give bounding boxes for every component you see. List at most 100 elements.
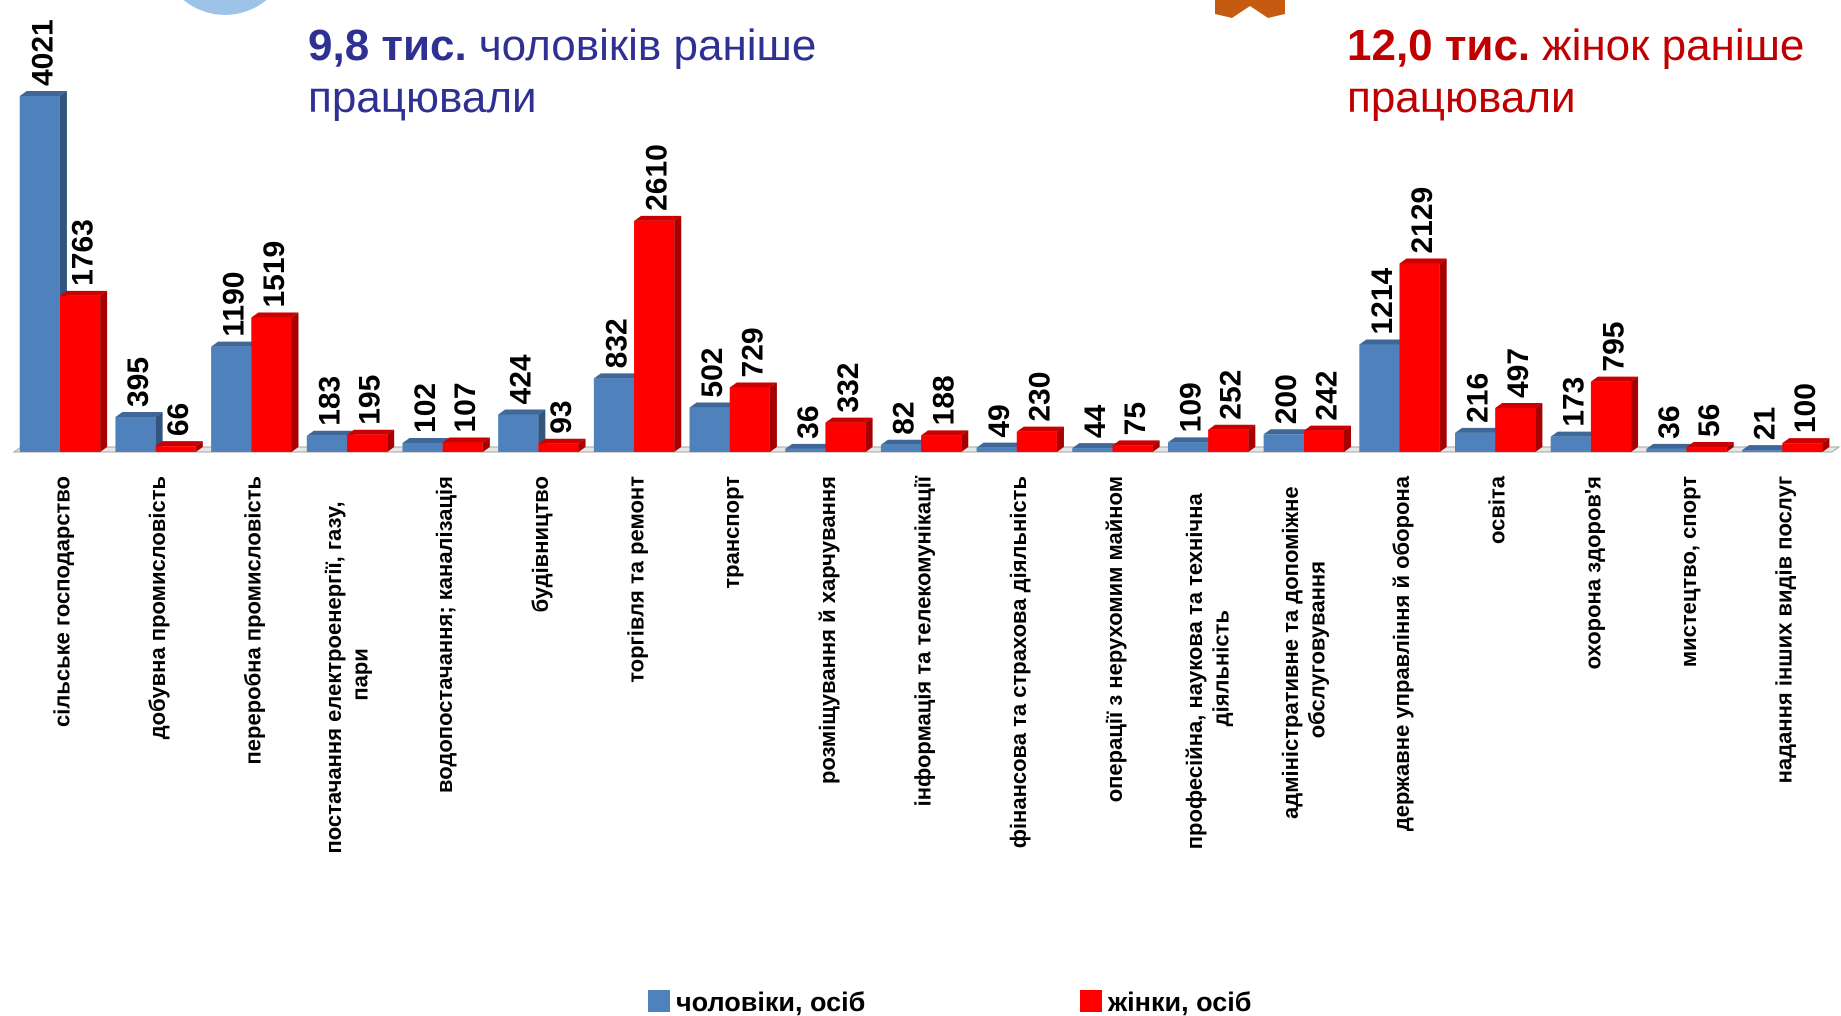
bar [306, 435, 347, 452]
x-tick-label: операції з нерухомим майном [1102, 476, 1127, 802]
x-tick-label: мистецтво, спорт [1676, 476, 1701, 667]
note-text: чоловіків раніше [479, 21, 817, 70]
value-label: 66 [162, 403, 195, 436]
x-tick-label: освіта [1485, 475, 1510, 544]
value-label: 729 [736, 327, 769, 377]
bar [1590, 381, 1632, 452]
bar-top [825, 417, 873, 423]
bar-top [634, 215, 682, 221]
value-label: 252 [1215, 370, 1248, 420]
bar [211, 346, 252, 452]
bar-top [59, 290, 108, 296]
x-tick-label: переробна промисловість [241, 476, 266, 765]
value-label: 795 [1597, 322, 1630, 372]
value-label: 1214 [1366, 267, 1399, 334]
bar [1208, 429, 1249, 452]
bar-top [306, 430, 354, 436]
bar-top [976, 442, 1024, 448]
x-tick-label-line: пари [347, 648, 372, 701]
legend-label: жінки, осіб [1107, 987, 1251, 1016]
value-label: 36 [792, 405, 825, 438]
bar-top [1167, 437, 1216, 443]
bar [402, 442, 443, 452]
bar-side [100, 290, 108, 452]
value-label: 102 [409, 383, 442, 433]
bar [1112, 445, 1153, 452]
male-icon [174, 0, 276, 21]
value-label: 21 [1749, 407, 1782, 440]
bar-top [1590, 376, 1639, 382]
note-bold: 9,8 тис. [308, 21, 467, 70]
bar-top [1742, 445, 1790, 451]
bar [689, 407, 730, 452]
bar-side [1248, 424, 1256, 452]
bar-top [1112, 440, 1160, 446]
bar-top [19, 91, 67, 96]
value-label: 332 [832, 363, 865, 413]
bar-side [1535, 402, 1543, 452]
value-label: 395 [122, 357, 155, 407]
bar [1646, 448, 1687, 452]
bar-top [211, 341, 259, 347]
value-label: 107 [449, 382, 482, 432]
bar-top [1263, 429, 1311, 435]
x-tick-label: сільське господарство [49, 476, 74, 727]
bar [785, 448, 826, 452]
bar-side [1822, 438, 1830, 452]
value-label: 424 [505, 354, 538, 404]
value-label: 230 [1023, 372, 1056, 422]
value-label: 216 [1462, 373, 1495, 423]
bar-top [1782, 438, 1830, 444]
value-label: 49 [983, 404, 1016, 437]
bar [1303, 430, 1345, 452]
bar [1455, 432, 1496, 452]
bar-side [291, 312, 299, 452]
bar-top [1686, 442, 1734, 448]
bar-side [578, 438, 586, 452]
bar [1359, 344, 1400, 452]
bar [1016, 431, 1057, 452]
value-label: 188 [928, 375, 961, 425]
value-label: 832 [600, 318, 633, 368]
bar-side [155, 412, 163, 452]
bar-side [1344, 425, 1352, 452]
x-tick-label-line: професійна, наукова та технічна [1182, 487, 1207, 849]
bar [729, 387, 770, 452]
value-label: 100 [1789, 383, 1822, 433]
bar-top [1359, 339, 1407, 345]
bar [59, 295, 101, 452]
bar [1742, 450, 1783, 452]
bar-top [1303, 425, 1352, 431]
legend-swatch [648, 990, 670, 1012]
note: 12,0 тис. жінок раніше [1347, 21, 1804, 70]
bar [346, 434, 388, 452]
bar-top [1646, 443, 1694, 449]
value-label: 1190 [218, 272, 251, 337]
bar-top [729, 382, 777, 388]
value-label: 2129 [1406, 187, 1439, 254]
x-tick-label: торгівля та ремонт [623, 476, 648, 683]
bar-top [251, 312, 299, 318]
bar-top [1495, 402, 1543, 408]
bar [1495, 407, 1536, 452]
bar-side [482, 437, 490, 452]
bar-top [921, 430, 969, 436]
bar-top [115, 412, 163, 418]
value-label: 1519 [258, 241, 291, 308]
bar-top [1455, 427, 1503, 433]
bar-side [195, 441, 203, 452]
legend-label: чоловіки, осіб [676, 987, 865, 1016]
x-tick-label: постачання електроенергії, газу, пари [321, 495, 372, 853]
bar-top [442, 437, 490, 443]
bar-top [1016, 426, 1064, 432]
bar [442, 442, 483, 452]
bar-top [689, 402, 737, 408]
bar-top [538, 438, 586, 444]
x-tick-label: водопостачання; каналізація [432, 476, 457, 793]
bar [1782, 443, 1823, 452]
x-tick-label: державне управління й оборона [1389, 475, 1414, 831]
note-bold: 12,0 тис. [1347, 21, 1530, 70]
bar [1167, 442, 1209, 452]
bar [538, 443, 579, 452]
note: 9,8 тис. чоловіків раніше [308, 21, 816, 70]
